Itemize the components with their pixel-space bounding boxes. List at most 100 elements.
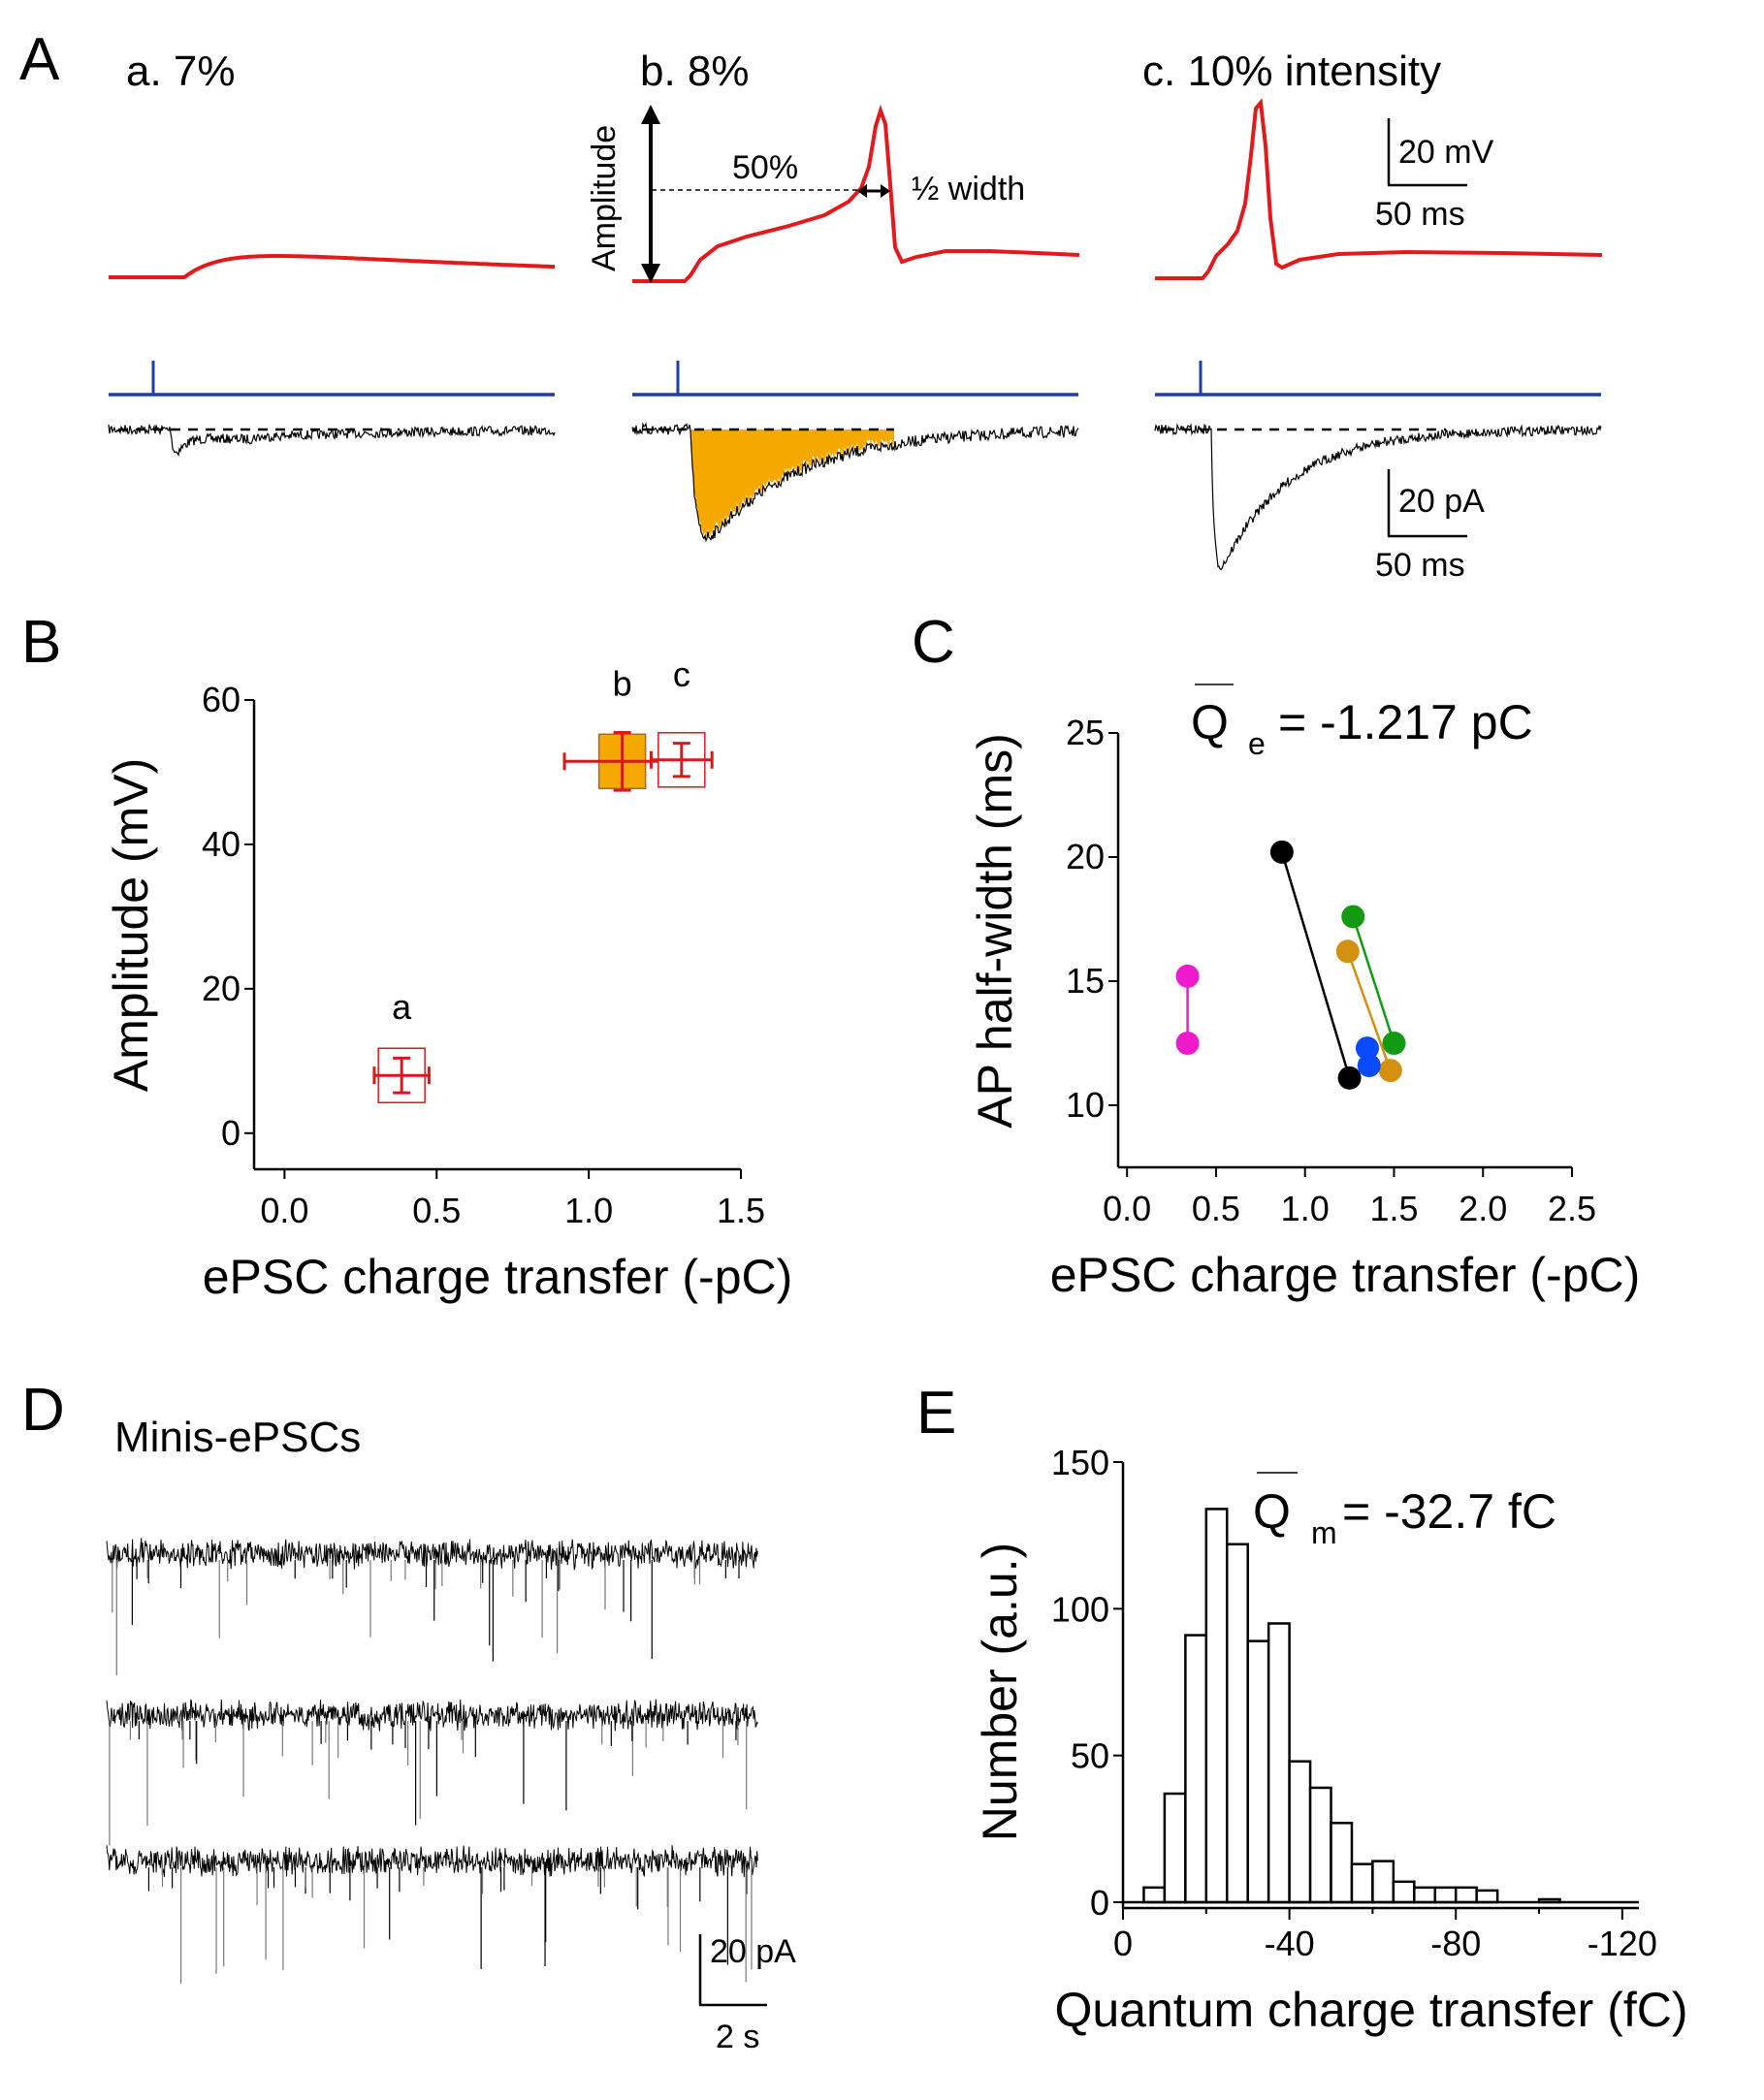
voltage-scale-x-label: 50 ms <box>1375 196 1465 233</box>
panel-b-chart: 0 20 40 60 0.0 0.5 1.0 1.5 ePSC charge transfer … <box>104 654 792 1304</box>
current-trace-a <box>108 423 556 458</box>
x-tick-label: 2.0 <box>1459 1189 1507 1228</box>
y-tick-label: 0 <box>221 1113 241 1153</box>
x-tick-label: 1.5 <box>1369 1189 1418 1228</box>
current-traces <box>108 422 1602 571</box>
series-cell-green <box>1341 905 1406 1055</box>
histogram-bar <box>1267 1622 1291 1904</box>
voltage-scale-bar <box>1387 118 1467 187</box>
data-point <box>1335 939 1360 964</box>
histogram-bar <box>1184 1634 1208 1904</box>
current-scale-bar <box>1387 469 1467 538</box>
data-point <box>1382 1032 1406 1055</box>
stimulus-traces <box>109 361 1601 397</box>
x-tick-label: 0 <box>1113 1924 1133 1963</box>
x-tick-label: 1.0 <box>1281 1189 1330 1228</box>
histogram-bar <box>1413 1886 1437 1904</box>
point-label-a: a <box>392 987 412 1027</box>
x-tick-label: 2.5 <box>1548 1189 1596 1228</box>
minis-sweep-2 <box>106 1699 758 1732</box>
y-tick-label: 60 <box>202 680 241 719</box>
y-axis-label: AP half-width (ms) <box>968 733 1022 1129</box>
mean-subscript: m <box>1311 1515 1337 1550</box>
y-tick-label: 0 <box>1090 1883 1109 1923</box>
mean-symbol: Q <box>1191 695 1229 749</box>
x-tick-label: -40 <box>1265 1924 1315 1963</box>
x-tick-label: 0.0 <box>1103 1189 1151 1228</box>
point-label-c: c <box>673 654 690 694</box>
histogram-bar <box>1475 1889 1499 1904</box>
current-trace-b <box>631 422 1079 543</box>
charge-area-fill <box>690 430 894 537</box>
panel-d: Minis-ePSCs 20 pA 2 s <box>106 1414 796 2055</box>
y-tick-label: 100 <box>1051 1589 1109 1629</box>
series-cell-magenta <box>1175 964 1200 1055</box>
x-tick-label: 1.0 <box>564 1191 613 1230</box>
y-tick-label: 50 <box>1071 1736 1109 1776</box>
minis-scale-y-label: 20 pA <box>710 1933 796 1970</box>
series-cell-gold <box>1335 939 1402 1083</box>
voltage-trace-c <box>1155 98 1603 280</box>
data-point-a: a <box>372 987 431 1103</box>
histogram-bar <box>1246 1639 1270 1904</box>
data-point <box>1378 1059 1402 1083</box>
histogram-bar <box>1454 1886 1478 1904</box>
data-point <box>1337 1066 1362 1090</box>
amplitude-arrow <box>641 105 660 283</box>
histogram-bar <box>1350 1862 1374 1904</box>
fifty-percent-label: 50% <box>732 149 798 186</box>
x-tick-label: -120 <box>1588 1924 1657 1963</box>
current-trace-c <box>1154 423 1602 571</box>
histogram-bar <box>1392 1880 1416 1904</box>
voltage-trace-b <box>632 104 1080 283</box>
histogram-bar <box>1330 1822 1354 1904</box>
y-tick-label: 20 <box>1066 837 1105 876</box>
histogram-bar <box>1308 1786 1332 1904</box>
series-line <box>1352 916 1395 1044</box>
series-cell-black <box>1269 840 1362 1090</box>
half-width-arrow <box>857 184 890 198</box>
panel-label-d: D <box>21 1377 65 1444</box>
data-point <box>1357 1054 1381 1078</box>
data-point <box>1355 1036 1379 1061</box>
minis-sweep-3 <box>106 1845 758 1878</box>
series-cell-blue <box>1355 1036 1381 1078</box>
x-tick-label: 0.5 <box>412 1191 461 1230</box>
panel-e-chart: 0 50 100 150 0 -40 -80 -120 Quantum charge trans… <box>973 1443 1688 2037</box>
series-line <box>1280 851 1351 1079</box>
minis-scale-bar <box>698 1934 767 2007</box>
minis-traces <box>106 1538 758 1984</box>
x-axis-label: ePSC charge transfer (-pC) <box>1050 1248 1641 1302</box>
panel-label-e: E <box>916 1380 956 1447</box>
voltage-trace-a <box>109 254 556 279</box>
series-line <box>1346 950 1392 1071</box>
mean-value: = -1.217 pC <box>1278 695 1533 749</box>
histogram-bar <box>1204 1508 1229 1904</box>
data-point-c: c <box>649 654 714 788</box>
y-tick-label: 40 <box>202 824 241 864</box>
panel-label-b: B <box>21 609 61 676</box>
amplitude-label: Amplitude <box>586 125 623 271</box>
histogram-bar <box>1163 1792 1187 1904</box>
y-tick-label: 25 <box>1066 713 1105 752</box>
panel-label-a: A <box>19 26 60 93</box>
panel-label-c: C <box>912 609 955 676</box>
histogram-bar <box>1288 1760 1312 1904</box>
data-point <box>1175 964 1200 988</box>
x-tick-label: 0.5 <box>1192 1189 1240 1228</box>
panel-c-chart: 10 15 20 25 0.0 0.5 1.0 1.5 2.0 2.5 ePSC charge tr… <box>968 684 1640 1302</box>
data-point <box>1269 840 1294 864</box>
y-tick-label: 20 <box>202 969 241 1008</box>
condition-label-a: a. 7% <box>126 48 236 95</box>
current-scale-x-label: 50 ms <box>1375 547 1465 584</box>
condition-label-c: c. 10% intensity <box>1142 48 1441 95</box>
data-point <box>1175 1032 1200 1055</box>
x-tick-label: -80 <box>1430 1924 1481 1963</box>
histogram-bar <box>1371 1860 1395 1904</box>
current-scale-y-label: 20 pA <box>1398 483 1485 520</box>
y-tick-label: 10 <box>1066 1085 1105 1125</box>
data-point-b: b <box>562 663 682 792</box>
